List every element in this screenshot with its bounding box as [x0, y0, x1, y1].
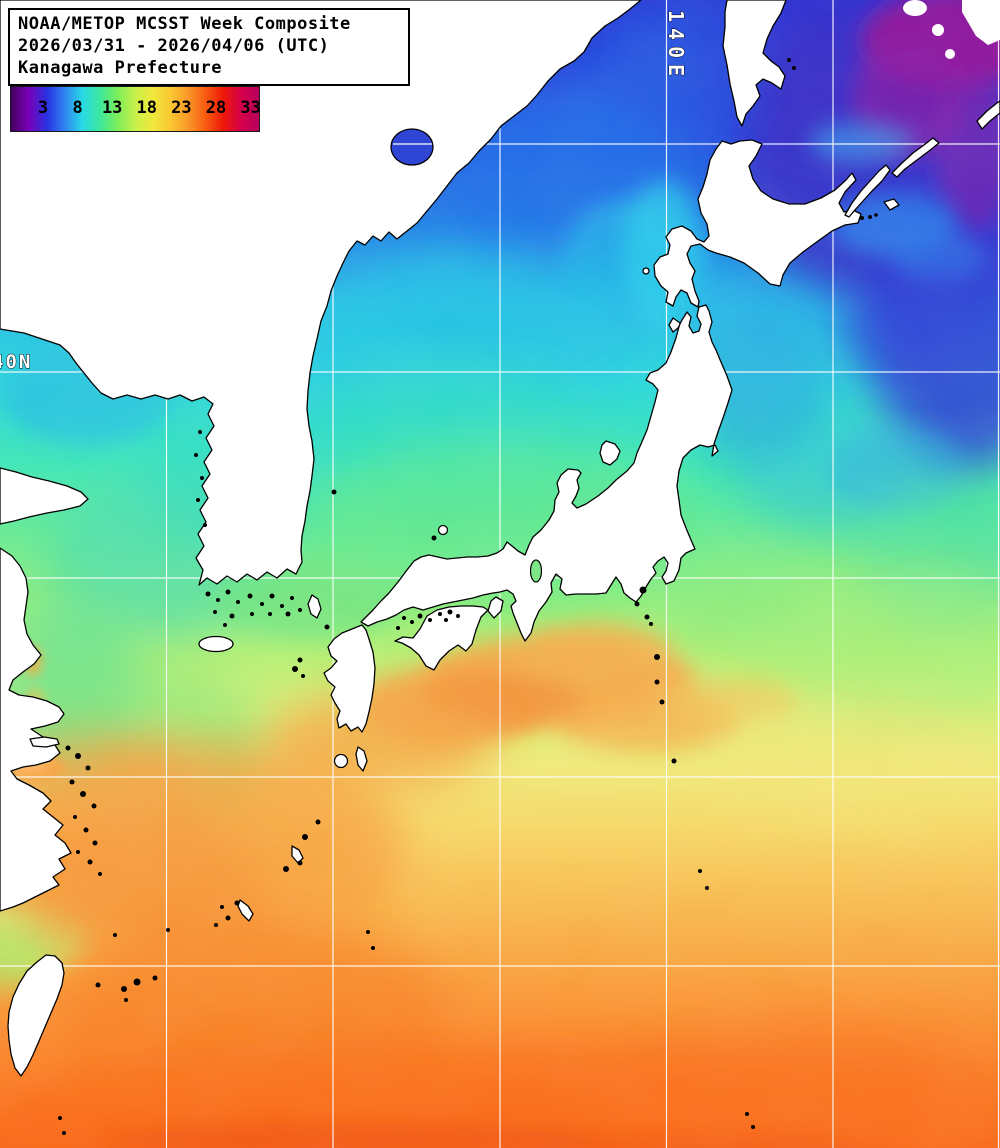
land-kunashiri	[844, 164, 891, 218]
land-yakushima	[333, 753, 349, 769]
colorbar-tick: 8	[72, 98, 83, 118]
land-kyushu	[323, 624, 376, 733]
land-tanegashima	[355, 746, 368, 772]
colorbar-tick: 3	[37, 98, 49, 118]
land-masses	[0, 0, 1000, 1077]
land-okinawa	[237, 899, 254, 922]
land-sado	[599, 440, 621, 466]
title-line-region: Kanagawa Prefecture	[18, 58, 222, 78]
title-line-product: NOAA/METOP MCSST Week Composite	[18, 14, 351, 34]
title-box: NOAA/METOP MCSST Week Composite 2026/03/…	[8, 8, 410, 86]
land-sakhalin	[722, 0, 787, 127]
land-tsushima	[307, 594, 322, 619]
land-shandong	[0, 467, 89, 525]
colorbar-tick: 23	[171, 98, 192, 118]
land-urup	[976, 100, 1000, 130]
land-shikotan	[883, 198, 900, 211]
land-jeju	[198, 635, 234, 653]
ice-patches	[903, 0, 1000, 59]
colorbar-tick: 13	[101, 98, 123, 118]
lake-khanka	[390, 128, 434, 166]
small-islands	[58, 58, 878, 1135]
lakes	[390, 128, 543, 583]
temperature-colorbar: 3 8 13 18 23 28 33	[10, 86, 261, 132]
land-honshu	[360, 304, 733, 642]
title-line-daterange: 2026/03/31 - 2026/04/06 (UTC)	[18, 36, 330, 56]
land-china-coast	[0, 547, 72, 912]
grid-label-140e: 140E	[664, 10, 688, 82]
land-shikoku	[394, 605, 489, 671]
grid-label-40n: 40N	[0, 351, 32, 373]
land-hokkaido	[653, 139, 862, 308]
lake-biwa	[529, 559, 543, 583]
land-asia-mainland	[0, 0, 642, 586]
land-amami	[291, 845, 304, 864]
land-oki	[437, 524, 449, 536]
land-awaji	[487, 596, 504, 619]
land-okushiri	[642, 267, 650, 275]
colorbar-tick: 33	[240, 98, 261, 118]
land-iturup	[891, 137, 940, 178]
land-chongming	[29, 736, 60, 748]
colorbar-tick: 28	[205, 98, 227, 118]
land-taiwan	[7, 954, 65, 1077]
colorbar-tick: 18	[136, 98, 158, 118]
